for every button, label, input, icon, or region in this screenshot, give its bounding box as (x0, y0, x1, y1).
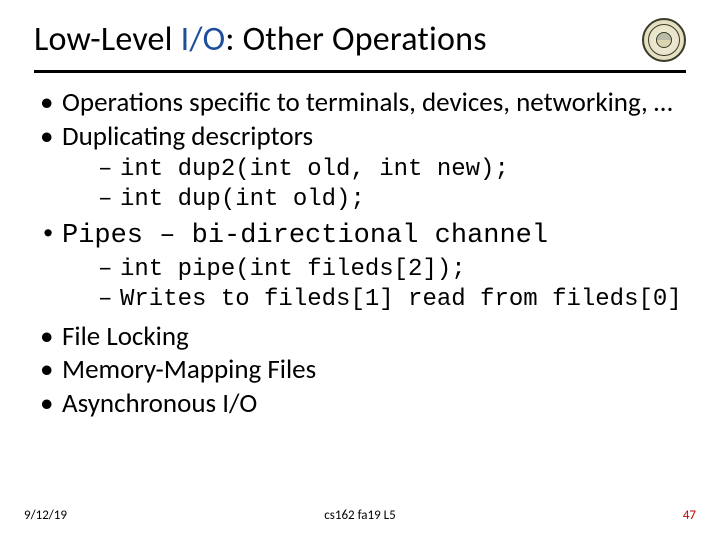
list-item: int dup(int old); (98, 185, 686, 215)
footer: 9/12/19 cs162 fa19 L5 47 (0, 508, 720, 528)
list-item: Pipes – bi-directional channel int pipe(… (40, 221, 686, 315)
footer-page-number: 47 (683, 508, 696, 523)
code-text: Writes to fileds[1] read from fileds[0] (120, 286, 682, 313)
slide-title: Low-Level I/O: Other Operations (34, 21, 487, 58)
bullet-text: File Locking (62, 320, 189, 353)
list-item: Asynchronous I/O (40, 388, 686, 420)
sub-list: int dup2(int old, int new); int dup(int … (62, 155, 686, 215)
list-item: Duplicating descriptors int dup2(int old… (40, 121, 686, 215)
code-text: int dup(int old); (120, 186, 365, 213)
sub-list: int pipe(int fileds[2]); Writes to filed… (62, 255, 686, 315)
bullet-text: Operations specific to terminals, device… (62, 86, 672, 119)
list-item: File Locking (40, 321, 686, 353)
seal-inner-icon (656, 32, 672, 48)
bullet-text: Asynchronous I/O (62, 387, 257, 420)
bullet-text: Memory-Mapping Files (62, 353, 316, 386)
code-text: int dup2(int old, int new); (120, 156, 509, 183)
bullet-text: Duplicating descriptors (62, 120, 313, 153)
list-item: Writes to fileds[1] read from fileds[0] (98, 285, 686, 315)
slide: Low-Level I/O: Other Operations Operatio… (0, 0, 720, 540)
title-row: Low-Level I/O: Other Operations (34, 18, 686, 62)
list-item: Operations specific to terminals, device… (40, 87, 686, 119)
list-item: int dup2(int old, int new); (98, 155, 686, 185)
university-seal-icon (642, 18, 686, 62)
title-prefix: Low-Level (34, 19, 181, 60)
code-text: int pipe(int fileds[2]); (120, 256, 466, 283)
list-item: Memory-Mapping Files (40, 354, 686, 386)
list-item: int pipe(int fileds[2]); (98, 255, 686, 285)
title-suffix: : Other Operations (225, 19, 486, 60)
horizontal-rule (34, 70, 686, 73)
footer-center: cs162 fa19 L5 (324, 508, 395, 523)
bullet-text: Pipes – bi-directional channel (62, 221, 548, 251)
title-highlight: I/O (181, 19, 226, 60)
bullet-list: Operations specific to terminals, device… (34, 87, 686, 420)
footer-date: 9/12/19 (24, 508, 67, 523)
